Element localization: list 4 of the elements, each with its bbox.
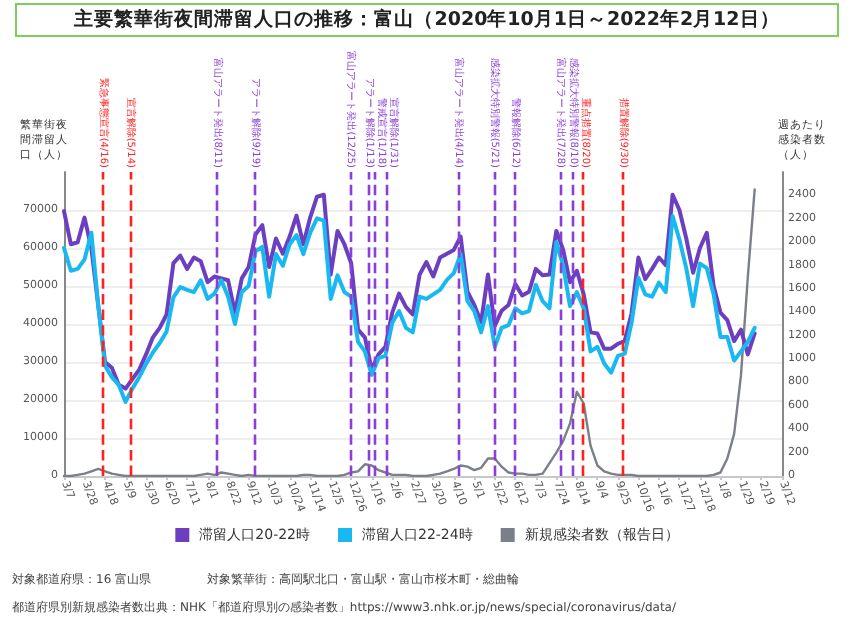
chart-title: 主要繁華街夜間滞留人口の推移：富山（2020年10月1日～2022年2月12日） [72,7,780,31]
line-series [62,188,756,478]
line-series [62,192,757,391]
line-series [62,214,757,404]
